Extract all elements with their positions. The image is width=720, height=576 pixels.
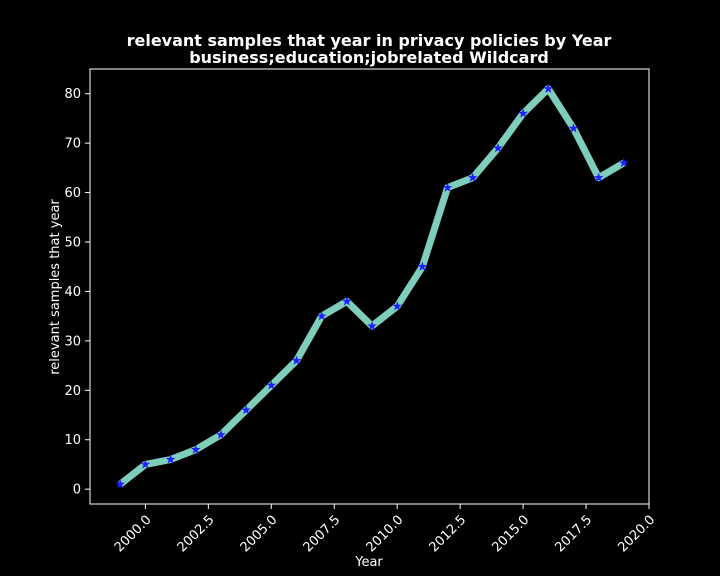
y-axis-label: relevant samples that year [48, 199, 63, 375]
data-point-marker [543, 83, 554, 93]
y-tick-label: 80 [64, 87, 81, 102]
data-point-marker [115, 479, 126, 489]
data-point-marker [266, 380, 277, 390]
data-point-marker [392, 301, 403, 311]
data-point-marker [518, 108, 528, 118]
y-tick-label: 50 [64, 236, 81, 251]
y-tick-label: 20 [64, 384, 81, 399]
data-point-marker [467, 172, 478, 182]
y-axis: 0 10 20 30 40 50 60 70 80 [64, 87, 90, 498]
data-point-marker [341, 296, 352, 306]
chart-title-line-2: business;education;jobrelated Wildcard [189, 48, 549, 67]
x-axis-label: Year [354, 555, 383, 570]
data-point-marker [216, 429, 226, 439]
data-point-marker [165, 454, 176, 464]
data-point-marker [316, 311, 327, 321]
data-point-marker [593, 172, 604, 182]
data-point-marker [291, 355, 302, 365]
data-point-marker [140, 459, 151, 469]
data-point-marker [568, 123, 579, 133]
data-point-marker [417, 261, 428, 271]
data-point-marker [442, 182, 453, 192]
y-tick-label: 70 [64, 137, 81, 152]
y-tick-label: 0 [73, 483, 81, 498]
data-point-marker [241, 404, 251, 415]
data-point-marker [618, 157, 629, 168]
series-layer [115, 83, 629, 489]
y-tick-label: 10 [64, 433, 81, 448]
y-tick-label: 40 [64, 285, 81, 300]
data-point-marker [367, 320, 377, 331]
data-point-marker [190, 444, 201, 454]
chart-title-line-1: relevant samples that year in privacy po… [127, 31, 612, 50]
y-tick-label: 30 [64, 334, 81, 349]
y-tick-label: 60 [64, 186, 81, 201]
data-point-marker [493, 142, 503, 153]
plot-area-frame [89, 68, 650, 505]
